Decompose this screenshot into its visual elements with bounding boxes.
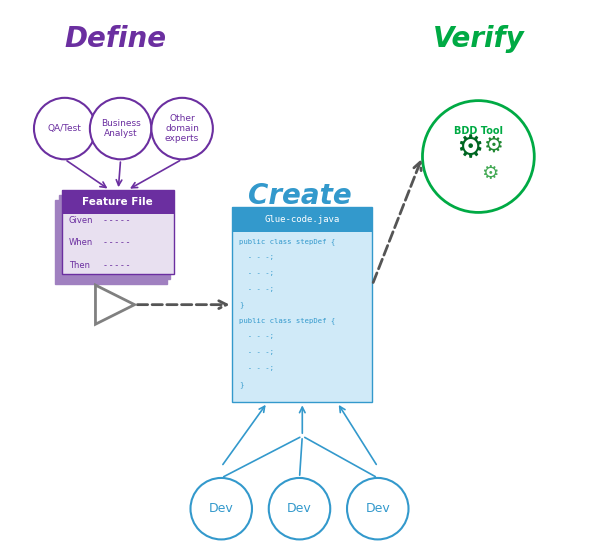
Text: Glue-code.java: Glue-code.java xyxy=(265,215,340,224)
Text: Create: Create xyxy=(247,182,352,210)
FancyBboxPatch shape xyxy=(232,207,372,402)
Text: Given: Given xyxy=(69,216,93,225)
FancyBboxPatch shape xyxy=(55,200,167,284)
Circle shape xyxy=(34,98,95,159)
Text: ⚙: ⚙ xyxy=(481,164,498,183)
Text: - - -;: - - -; xyxy=(239,349,274,355)
Text: BDD Tool: BDD Tool xyxy=(454,126,503,136)
Text: Dev: Dev xyxy=(287,502,312,515)
FancyBboxPatch shape xyxy=(59,195,170,279)
Text: - - - - -: - - - - - xyxy=(104,216,129,225)
Text: }: } xyxy=(239,301,244,308)
Text: Other
domain
experts: Other domain experts xyxy=(165,113,199,144)
Text: }: } xyxy=(239,381,244,388)
Text: - - -;: - - -; xyxy=(239,286,274,292)
FancyBboxPatch shape xyxy=(232,207,372,233)
FancyBboxPatch shape xyxy=(62,190,174,274)
Text: QA/Test: QA/Test xyxy=(48,124,81,133)
Text: public class stepDef {: public class stepDef { xyxy=(239,238,335,245)
Circle shape xyxy=(90,98,152,159)
Circle shape xyxy=(152,98,213,159)
Text: - - - - -: - - - - - xyxy=(104,261,129,270)
Text: Verify: Verify xyxy=(432,25,524,53)
Text: When: When xyxy=(69,238,93,248)
Circle shape xyxy=(422,101,534,212)
Text: - - - - -: - - - - - xyxy=(104,238,129,248)
Text: - - -;: - - -; xyxy=(239,333,274,339)
Text: ⚙: ⚙ xyxy=(484,135,504,155)
Text: - - -;: - - -; xyxy=(239,365,274,371)
Text: ⚙: ⚙ xyxy=(456,134,483,163)
Circle shape xyxy=(190,478,252,539)
Text: - - -;: - - -; xyxy=(239,254,274,260)
FancyBboxPatch shape xyxy=(62,190,174,214)
Text: Dev: Dev xyxy=(209,502,234,515)
Text: Dev: Dev xyxy=(365,502,390,515)
Text: Feature File: Feature File xyxy=(83,197,153,207)
Circle shape xyxy=(347,478,409,539)
Text: Business
Analyst: Business Analyst xyxy=(101,119,141,138)
Text: Define: Define xyxy=(64,25,166,53)
Text: Then: Then xyxy=(69,261,90,270)
Text: - - -;: - - -; xyxy=(239,269,274,276)
Circle shape xyxy=(269,478,330,539)
Text: public class stepDef {: public class stepDef { xyxy=(239,318,335,324)
